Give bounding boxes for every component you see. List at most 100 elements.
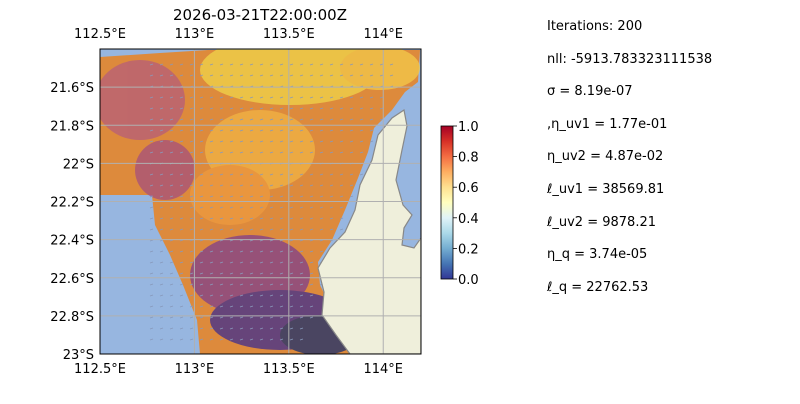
vector-arrow xyxy=(229,305,234,308)
vector-arrow xyxy=(279,195,284,198)
vector-arrow xyxy=(209,63,214,66)
vector-arrow xyxy=(159,74,164,77)
vector-arrow xyxy=(189,327,194,330)
vector-arrow xyxy=(259,206,264,209)
vector-arrow xyxy=(209,228,214,231)
vector-arrow xyxy=(269,151,274,154)
vector-arrow xyxy=(159,217,164,220)
heatmap-blob xyxy=(100,60,185,140)
vector-arrow xyxy=(249,118,254,121)
vector-arrow xyxy=(179,283,184,286)
vector-arrow xyxy=(289,195,294,198)
vector-arrow xyxy=(259,283,264,286)
vector-arrow xyxy=(179,239,184,242)
y-tick-label: 23°S xyxy=(63,348,94,363)
vector-arrow xyxy=(219,173,224,176)
vector-arrow xyxy=(299,96,304,99)
x-tick-label-top: 114°E xyxy=(363,27,403,42)
vector-arrow xyxy=(259,173,264,176)
vector-arrow xyxy=(249,206,254,209)
vector-arrow xyxy=(339,151,344,154)
vector-arrow xyxy=(319,173,324,176)
vector-arrow xyxy=(169,250,174,253)
vector-arrow xyxy=(269,294,274,297)
vector-arrow xyxy=(309,173,314,176)
vector-arrow xyxy=(219,206,224,209)
vector-arrow xyxy=(249,327,254,330)
vector-arrow xyxy=(189,96,194,99)
vector-arrow xyxy=(209,294,214,297)
vector-arrow xyxy=(319,217,324,220)
vector-arrow xyxy=(239,195,244,198)
vector-arrow xyxy=(379,107,384,110)
vector-arrow xyxy=(259,272,264,275)
vector-arrow xyxy=(259,184,264,187)
vector-arrow xyxy=(279,327,284,330)
vector-arrow xyxy=(349,63,354,66)
vector-arrow xyxy=(189,228,194,231)
vector-arrow xyxy=(199,151,204,154)
vector-arrow xyxy=(159,283,164,286)
vector-arrow xyxy=(159,272,164,275)
vector-arrow xyxy=(219,250,224,253)
vector-arrow xyxy=(209,129,214,132)
colorbar-gradient xyxy=(440,125,454,280)
vector-arrow xyxy=(179,107,184,110)
vector-arrow xyxy=(159,195,164,198)
vector-arrow xyxy=(219,151,224,154)
vector-arrow xyxy=(279,173,284,176)
vector-arrow xyxy=(259,151,264,154)
vector-arrow xyxy=(239,140,244,143)
vector-arrow xyxy=(299,195,304,198)
heatmap-cells xyxy=(100,49,420,354)
vector-arrow xyxy=(149,129,154,132)
vector-arrow xyxy=(259,239,264,242)
vector-arrow xyxy=(339,118,344,121)
stat-line: ,η_uv1 = 1.77e-01 xyxy=(547,116,668,132)
vector-arrow xyxy=(219,74,224,77)
stat-line: σ = 8.19e-07 xyxy=(547,84,633,100)
vector-arrow xyxy=(169,316,174,319)
vector-arrow xyxy=(259,217,264,220)
vector-arrow xyxy=(219,305,224,308)
y-tick-label: 21.6°S xyxy=(50,81,94,96)
vector-arrow xyxy=(289,294,294,297)
vector-arrow xyxy=(279,272,284,275)
vector-arrow xyxy=(369,74,374,77)
vector-arrow xyxy=(289,96,294,99)
vector-arrow xyxy=(289,184,294,187)
vector-arrow xyxy=(169,261,174,264)
vector-arrow xyxy=(209,74,214,77)
vector-arrow xyxy=(189,140,194,143)
vector-arrow xyxy=(329,184,334,187)
vector-arrow xyxy=(169,283,174,286)
vector-arrow xyxy=(259,316,264,319)
vector-arrow xyxy=(289,151,294,154)
vector-arrow xyxy=(309,261,314,264)
vector-arrow xyxy=(229,107,234,110)
vector-arrow xyxy=(209,173,214,176)
vector-arrow xyxy=(319,184,324,187)
vector-arrow xyxy=(149,96,154,99)
vector-arrow xyxy=(229,206,234,209)
vector-arrow xyxy=(309,63,314,66)
vector-arrow xyxy=(359,173,364,176)
vector-arrow xyxy=(289,272,294,275)
vector-arrow xyxy=(299,327,304,330)
vector-arrow xyxy=(179,96,184,99)
vector-arrow xyxy=(309,217,314,220)
vector-arrow xyxy=(229,338,234,341)
vector-arrow xyxy=(259,107,264,110)
vector-arrow xyxy=(239,338,244,341)
vector-arrow xyxy=(209,316,214,319)
vector-arrow xyxy=(319,151,324,154)
vector-arrow xyxy=(169,217,174,220)
vector-arrow xyxy=(299,206,304,209)
vector-arrow xyxy=(269,217,274,220)
stat-line: nll: -5913.783323111538 xyxy=(547,51,713,67)
vector-arrow xyxy=(169,239,174,242)
vector-arrow xyxy=(289,206,294,209)
vector-arrow xyxy=(289,327,294,330)
vector-arrow xyxy=(239,74,244,77)
vector-arrow xyxy=(239,151,244,154)
